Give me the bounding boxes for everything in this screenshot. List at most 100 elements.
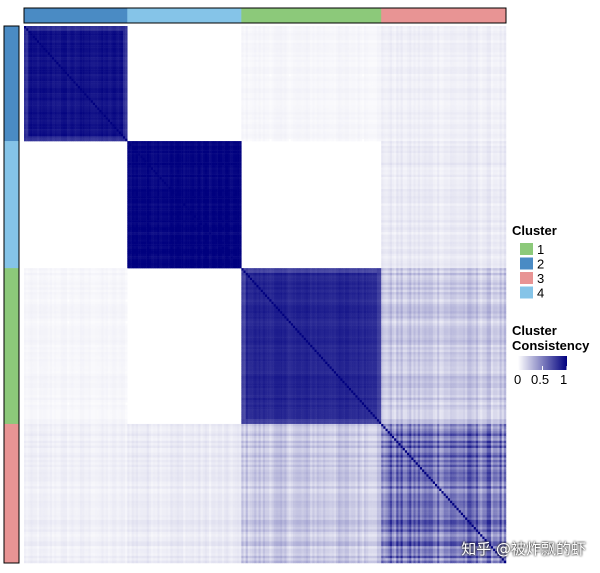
heatmap-cell (497, 93, 499, 96)
heatmap-cell (487, 45, 489, 48)
heatmap-cell (351, 26, 353, 29)
heatmap-cell (50, 52, 52, 55)
heatmap-cell (377, 50, 379, 53)
heatmap-cell (392, 40, 394, 43)
heatmap-cell (377, 69, 379, 72)
heatmap-cell (379, 28, 381, 31)
heatmap-cell (418, 93, 420, 96)
heatmap-cell (99, 67, 101, 70)
heatmap-cell (388, 60, 390, 63)
heatmap-cell (405, 76, 407, 79)
heatmap-cell (252, 72, 254, 75)
heatmap-cell (401, 57, 403, 60)
heatmap-cell (41, 40, 43, 43)
heatmap-cell (424, 64, 426, 67)
heatmap-cell (241, 93, 243, 96)
heatmap-cell (82, 72, 84, 75)
heatmap-cell (429, 57, 431, 60)
heatmap-cell (310, 60, 312, 63)
heatmap-cell (366, 48, 368, 51)
heatmap-cell (452, 81, 454, 84)
heatmap-cell (342, 76, 344, 79)
heatmap-cell (444, 38, 446, 41)
heatmap-cell (91, 52, 93, 55)
heatmap-cell (82, 43, 84, 46)
heatmap-cell (67, 79, 69, 82)
heatmap-cell (342, 67, 344, 70)
heatmap-cell (452, 26, 454, 29)
heatmap-cell (312, 67, 314, 70)
heatmap-cell (390, 36, 392, 39)
heatmap-cell (299, 45, 301, 48)
heatmap-cell (104, 48, 106, 51)
heatmap-cell (101, 60, 103, 63)
heatmap-cell (461, 67, 463, 70)
heatmap-cell (274, 81, 276, 84)
heatmap-cell (435, 79, 437, 82)
heatmap-cell (441, 36, 443, 39)
heatmap-cell (82, 31, 84, 34)
heatmap-cell (80, 48, 82, 51)
heatmap-cell (377, 48, 379, 51)
heatmap-cell (48, 48, 50, 51)
heatmap-cell (336, 52, 338, 55)
heatmap-cell (61, 60, 63, 63)
heatmap-cell (484, 33, 486, 36)
heatmap-cell (125, 79, 127, 82)
heatmap-cell (39, 50, 41, 53)
heatmap-cell (289, 48, 291, 51)
heatmap-cell (347, 84, 349, 87)
heatmap-cell (259, 52, 261, 55)
heatmap-cell (469, 26, 471, 29)
heatmap-cell (304, 43, 306, 46)
heatmap-cell (24, 28, 26, 31)
heatmap-cell (267, 72, 269, 75)
heatmap-cell (280, 72, 282, 75)
heatmap-cell (58, 62, 60, 65)
heatmap-cell (125, 52, 127, 55)
heatmap-cell (33, 69, 35, 72)
heatmap-cell (69, 69, 71, 72)
heatmap-cell (463, 72, 465, 75)
heatmap-cell (117, 64, 119, 67)
heatmap-cell (28, 40, 30, 43)
heatmap-cell (276, 81, 278, 84)
heatmap-cell (441, 72, 443, 75)
heatmap-cell (422, 43, 424, 46)
heatmap-cell (336, 88, 338, 91)
heatmap-cell (452, 31, 454, 34)
heatmap-cell (388, 36, 390, 39)
heatmap-cell (61, 76, 63, 79)
heatmap-cell (437, 45, 439, 48)
heatmap-cell (302, 38, 304, 41)
heatmap-cell (106, 45, 108, 48)
heatmap-cell (314, 93, 316, 96)
heatmap-cell (61, 38, 63, 41)
heatmap-cell (317, 28, 319, 31)
heatmap-cell (43, 76, 45, 79)
heatmap-cell (250, 52, 252, 55)
heatmap-cell (104, 31, 106, 34)
heatmap-cell (429, 62, 431, 65)
heatmap-cell (114, 93, 116, 96)
heatmap-cell (497, 91, 499, 94)
heatmap-cell (325, 31, 327, 34)
heatmap-cell (89, 62, 91, 65)
heatmap-cell (429, 81, 431, 84)
heatmap-cell (457, 40, 459, 43)
heatmap-cell (33, 79, 35, 82)
heatmap-cell (114, 33, 116, 36)
heatmap-cell (465, 52, 467, 55)
heatmap-cell (401, 93, 403, 96)
heatmap-cell (497, 31, 499, 34)
heatmap-cell (293, 45, 295, 48)
heatmap-cell (364, 45, 366, 48)
heatmap-cell (469, 60, 471, 63)
heatmap-cell (284, 26, 286, 29)
heatmap-cell (336, 43, 338, 46)
heatmap-cell (254, 57, 256, 60)
heatmap-cell (418, 60, 420, 63)
heatmap-cell (67, 52, 69, 55)
heatmap-cell (310, 45, 312, 48)
heatmap-cell (469, 64, 471, 67)
